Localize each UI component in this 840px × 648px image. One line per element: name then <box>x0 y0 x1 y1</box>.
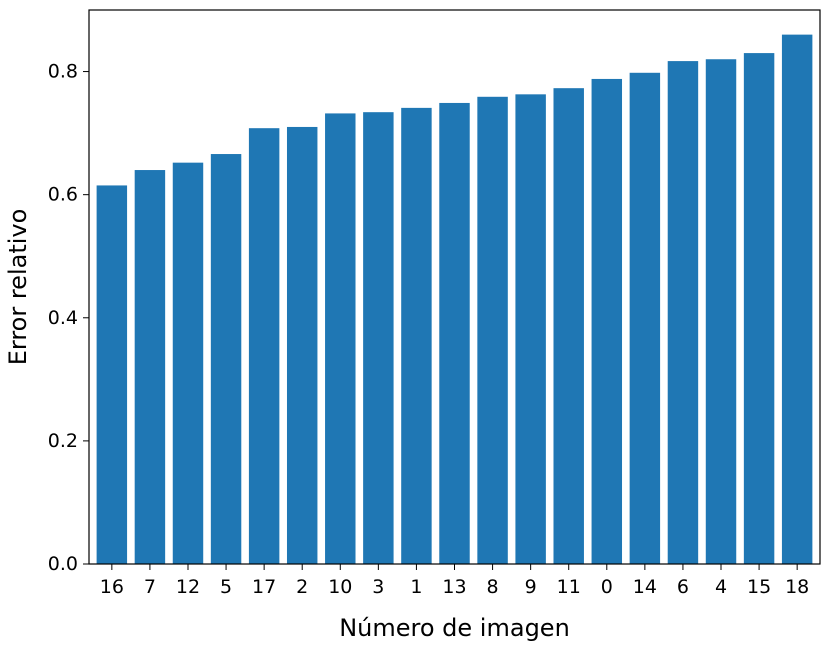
x-tick-label: 0 <box>601 576 613 598</box>
bar-15 <box>743 53 775 564</box>
bar-6 <box>667 61 699 564</box>
x-tick-label: 10 <box>328 576 352 598</box>
x-tick-label: 15 <box>747 576 771 598</box>
bars-group <box>96 34 813 565</box>
bar-5 <box>210 154 242 565</box>
y-tick-label: 0.6 <box>48 184 78 206</box>
y-axis-label: Error relativo <box>4 209 32 366</box>
y-axis-ticks: 0.0 0.2 0.4 0.6 0.8 <box>48 61 89 575</box>
x-tick-label: 6 <box>677 576 689 598</box>
x-tick-label: 4 <box>715 576 727 598</box>
x-tick-label: 12 <box>176 576 200 598</box>
x-axis-ticks: 16 7 12 5 17 2 10 3 1 13 8 9 11 0 14 6 4 15 18 <box>100 564 809 598</box>
x-tick-label: 3 <box>372 576 384 598</box>
y-tick-label: 0.8 <box>48 61 78 83</box>
x-tick-label: 9 <box>525 576 537 598</box>
bar-12 <box>172 162 204 564</box>
bar-7 <box>134 170 166 565</box>
y-tick-label: 0.4 <box>48 307 78 329</box>
x-tick-label: 18 <box>785 576 809 598</box>
bar-3 <box>363 112 394 564</box>
bar-14 <box>629 72 661 564</box>
bar-1 <box>401 107 432 564</box>
x-tick-label: 16 <box>100 576 124 598</box>
bar-8 <box>477 96 508 564</box>
plot-frame <box>88 9 821 565</box>
bar-18 <box>781 34 813 565</box>
x-tick-label: 14 <box>633 576 657 598</box>
x-tick-label: 1 <box>410 576 422 598</box>
bar-11 <box>553 88 584 565</box>
x-tick-label: 7 <box>144 576 156 598</box>
y-tick-label: 0.0 <box>48 553 78 575</box>
bar-13 <box>439 102 470 565</box>
bar-9 <box>515 94 546 564</box>
x-tick-label: 13 <box>442 576 466 598</box>
bar-4 <box>705 59 737 564</box>
bar-0 <box>591 78 623 564</box>
bar-10 <box>325 113 356 564</box>
x-axis-label: Número de imagen <box>339 614 570 642</box>
y-tick-label: 0.2 <box>48 430 78 452</box>
x-tick-label: 17 <box>252 576 276 598</box>
bar-17 <box>248 128 280 565</box>
x-tick-label: 5 <box>220 576 232 598</box>
x-tick-label: 11 <box>557 576 581 598</box>
bar-2 <box>286 126 318 564</box>
bar-16 <box>96 185 128 564</box>
x-tick-label: 2 <box>296 576 308 598</box>
x-tick-label: 8 <box>487 576 499 598</box>
